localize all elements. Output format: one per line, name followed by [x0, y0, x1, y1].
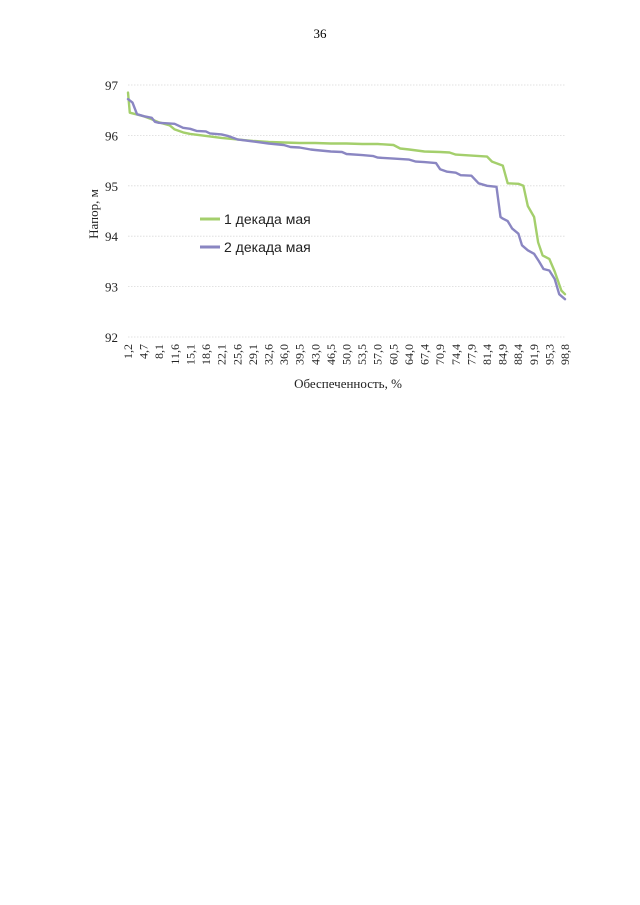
legend-label-2: 2 декада мая [224, 239, 311, 255]
x-tick-label: 32,6 [261, 344, 275, 365]
x-tick-labels: 1,2 4,7 8,1 11,6 15,1 18,6 22,1 25,6 29,1 32,6 36,… [121, 344, 572, 365]
x-tick-label: 36,0 [277, 344, 291, 365]
x-tick-label: 18,6 [199, 344, 213, 365]
y-tick-label: 92 [105, 330, 118, 345]
y-tick-label: 93 [105, 280, 118, 295]
y-tick-label: 96 [105, 128, 119, 143]
x-tick-label: 95,3 [542, 344, 556, 365]
x-tick-label: 25,6 [230, 344, 244, 365]
page-number: 36 [313, 26, 327, 41]
series-line-1 [126, 91, 567, 296]
x-tick-label: 98,8 [558, 344, 572, 365]
series-lines [126, 91, 567, 301]
x-tick-label: 4,7 [137, 344, 151, 359]
x-tick-label: 64,0 [402, 344, 416, 365]
x-tick-label: 29,1 [246, 344, 260, 365]
x-tick-label: 50,0 [340, 344, 354, 365]
x-tick-label: 70,9 [433, 344, 447, 365]
x-tick-label: 1,2 [121, 344, 135, 359]
x-tick-label: 11,6 [168, 344, 182, 365]
x-tick-label: 74,4 [449, 344, 463, 365]
y-tick-label: 97 [105, 78, 119, 93]
legend: 1 декада мая 2 декада мая [200, 211, 311, 255]
y-tick-label: 94 [105, 229, 119, 244]
x-tick-label: 39,5 [293, 344, 307, 365]
x-axis-label: Обеспеченность, % [294, 376, 402, 391]
x-tick-label: 77,9 [464, 344, 478, 365]
x-tick-label: 15,1 [183, 344, 197, 365]
x-tick-label: 43,0 [308, 344, 322, 365]
x-tick-label: 81,4 [480, 344, 494, 365]
x-tick-label: 91,9 [527, 344, 541, 365]
y-tick-labels: 92 93 94 95 96 97 [105, 78, 119, 345]
series-line-2 [126, 97, 567, 301]
x-tick-label: 22,1 [215, 344, 229, 365]
x-tick-label: 46,5 [324, 344, 338, 365]
x-tick-label: 8,1 [152, 344, 166, 359]
x-tick-label: 57,0 [371, 344, 385, 365]
x-tick-label: 67,4 [418, 344, 432, 365]
x-tick-label: 88,4 [511, 344, 525, 365]
x-tick-label: 53,5 [355, 344, 369, 365]
x-tick-label: 60,5 [386, 344, 400, 365]
legend-label-1: 1 декада мая [224, 211, 311, 227]
y-axis-label: Напор, м [86, 189, 101, 239]
x-tick-label: 84,9 [496, 344, 510, 365]
y-tick-label: 95 [105, 179, 118, 194]
